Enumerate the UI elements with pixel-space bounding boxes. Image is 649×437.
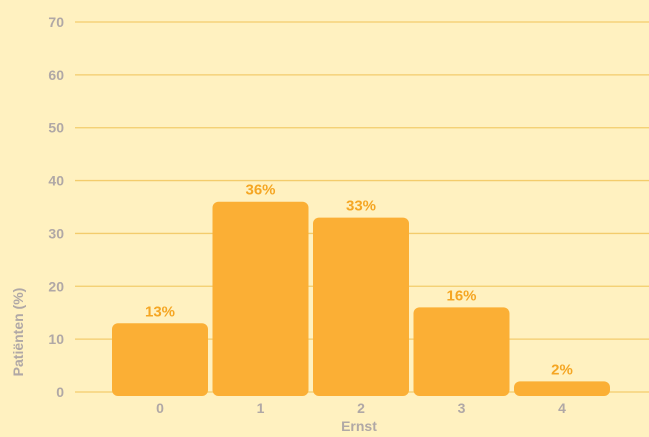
bar [212, 201, 309, 396]
x-axis-ticks: 0 1 2 3 4 [156, 400, 566, 416]
y-axis-ticks: 0 10 20 30 40 50 60 70 [48, 14, 64, 400]
x-tick-label: 0 [156, 400, 164, 416]
y-tick-label: 30 [48, 225, 64, 241]
bar [313, 217, 409, 396]
x-tick-label: 2 [357, 400, 365, 416]
data-label: 13% [145, 303, 175, 320]
data-label: 33% [346, 198, 376, 215]
y-tick-label: 60 [48, 67, 64, 83]
bars [112, 201, 610, 396]
y-tick-label: 40 [48, 173, 64, 189]
y-tick-label: 70 [48, 14, 64, 30]
y-tick-label: 10 [48, 331, 64, 347]
x-tick-label: 1 [257, 400, 265, 416]
x-axis-title: Ernst [341, 418, 377, 434]
x-tick-label: 3 [458, 400, 466, 416]
data-label: 36% [245, 182, 275, 199]
y-tick-label: 20 [48, 278, 64, 294]
data-label: 2% [551, 361, 573, 378]
data-label: 16% [446, 287, 476, 304]
x-tick-label: 4 [558, 400, 566, 416]
bar [514, 381, 610, 396]
bar [112, 323, 208, 396]
bar [413, 307, 510, 396]
data-labels: 13% 36% 33% 16% 2% [145, 182, 573, 379]
y-tick-label: 0 [56, 384, 64, 400]
y-tick-label: 50 [48, 120, 64, 136]
y-axis-title: Patiënten (%) [10, 288, 26, 377]
